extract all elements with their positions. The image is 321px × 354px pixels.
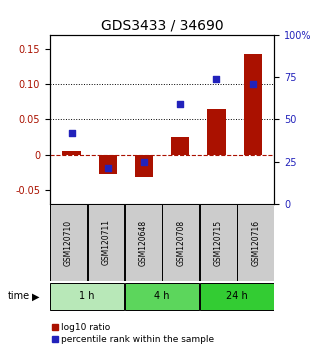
Text: GSM120648: GSM120648 (139, 219, 148, 266)
Bar (99, 154, 117, 174)
Bar (162, 204, 199, 281)
Point (142, 159, 147, 164)
Bar (171, 137, 189, 154)
Text: GSM120711: GSM120711 (101, 219, 110, 266)
Point (105, 165, 110, 171)
Bar (200, 204, 237, 281)
Bar (207, 109, 226, 154)
Point (69, 130, 74, 136)
Text: 1 h: 1 h (80, 291, 95, 301)
Point (178, 102, 183, 107)
Bar (125, 282, 199, 310)
Bar (135, 154, 153, 177)
Bar (200, 282, 274, 310)
Bar (63, 151, 81, 154)
Point (214, 76, 219, 82)
Text: 24 h: 24 h (226, 291, 248, 301)
Bar (244, 54, 262, 154)
Legend: log10 ratio, percentile rank within the sample: log10 ratio, percentile rank within the … (48, 320, 218, 348)
Bar (50, 282, 124, 310)
Text: GSM120715: GSM120715 (214, 219, 223, 266)
Title: GDS3433 / 34690: GDS3433 / 34690 (101, 19, 223, 33)
Bar (88, 204, 124, 281)
Text: GSM120716: GSM120716 (251, 219, 260, 266)
Text: GSM120710: GSM120710 (64, 219, 73, 266)
Text: GSM120708: GSM120708 (176, 219, 185, 266)
Bar (125, 204, 162, 281)
Text: ▶: ▶ (31, 291, 39, 302)
Text: time: time (8, 291, 30, 302)
Bar (237, 204, 274, 281)
Bar (50, 204, 87, 281)
Text: 4 h: 4 h (154, 291, 170, 301)
Point (250, 81, 255, 87)
